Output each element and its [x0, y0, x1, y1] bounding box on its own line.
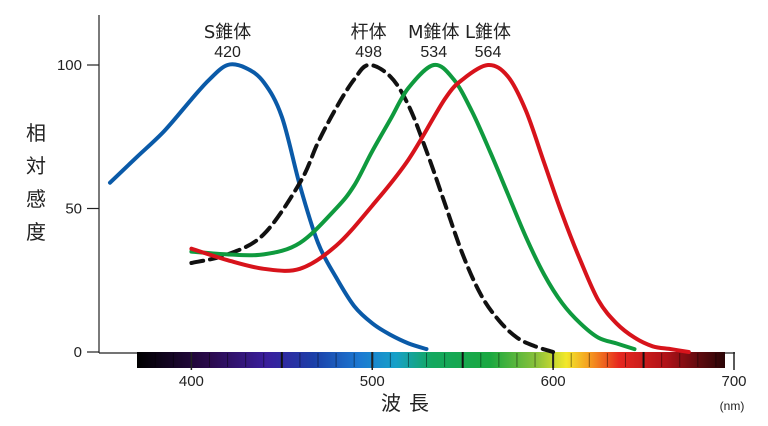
series-line-2	[189, 62, 556, 354]
series-line-1	[108, 62, 429, 352]
series-lines	[108, 62, 691, 354]
x-tick-label: 700	[721, 373, 746, 390]
y-axis-title-char: 度	[26, 220, 46, 244]
x-tick-label: 500	[360, 373, 385, 390]
series-line-3	[189, 62, 637, 352]
peak-name-label: L錐体	[465, 22, 511, 43]
peak-name-label: S錐体	[204, 22, 251, 43]
peak-value-label: 534	[420, 44, 447, 61]
y-tick-label: 0	[74, 344, 82, 361]
x-axis-unit: (nm)	[720, 399, 745, 413]
y-ticks: 0 50 100	[57, 57, 99, 361]
spectrum-bar	[137, 352, 725, 368]
y-tick-label: 100	[57, 57, 82, 74]
x-tick-label: 400	[179, 373, 204, 390]
x-tick-label: 600	[541, 373, 566, 390]
y-axis-title-char: 対	[26, 154, 46, 178]
y-axis-title-char: 相	[26, 121, 46, 145]
peak-name-label: M錐体	[408, 22, 460, 43]
x-axis-title: 波長	[381, 391, 437, 415]
peak-value-label: 420	[214, 44, 241, 61]
y-tick-label: 50	[65, 201, 82, 218]
x-ticks: 400 500 600 700	[179, 352, 747, 390]
series-line-4	[189, 62, 691, 354]
peak-value-label: 564	[475, 44, 502, 61]
peak-value-label: 498	[355, 44, 382, 61]
y-axis-title-char: 感	[26, 187, 46, 211]
y-axis-title: 相対感度	[26, 121, 46, 244]
peak-name-label: 杆体	[351, 22, 387, 43]
